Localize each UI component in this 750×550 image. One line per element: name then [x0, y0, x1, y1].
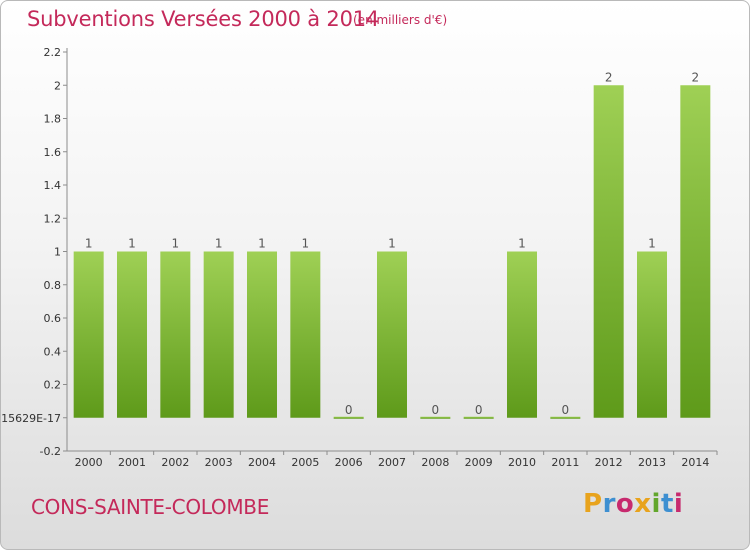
proxiti-logo[interactable]: Proxiti	[583, 489, 683, 519]
x-tick-label-2003: 2003	[205, 456, 233, 469]
bar-2004	[247, 251, 277, 418]
x-tick-label-2009: 2009	[465, 456, 493, 469]
logo-letter: r	[602, 489, 616, 519]
data-label-2013: 1	[648, 237, 656, 251]
x-tick-label-2013: 2013	[638, 456, 666, 469]
data-label-2011: 0	[562, 403, 570, 417]
y-tick-label: 2	[54, 79, 61, 92]
y-tick-label: 1.8	[44, 113, 62, 126]
data-label-2005: 1	[302, 237, 310, 251]
data-label-2008: 0	[432, 403, 440, 417]
x-tick-label-2006: 2006	[335, 456, 363, 469]
logo-letter: i	[673, 489, 684, 519]
data-label-2002: 1	[172, 237, 180, 251]
chart-subtitle: (en milliers d'€)	[353, 13, 448, 27]
data-label-2010: 1	[518, 237, 526, 251]
x-tick-label-2001: 2001	[118, 456, 146, 469]
bar-2002	[160, 251, 191, 418]
x-tick-label-2004: 2004	[248, 456, 276, 469]
x-tick-label-2000: 2000	[75, 456, 103, 469]
x-tick-label-2005: 2005	[291, 456, 319, 469]
labels-group: 1200012001120021200312004120050200612007…	[75, 70, 710, 469]
x-tick-label-2012: 2012	[595, 456, 623, 469]
bar-2012	[593, 85, 624, 418]
logo-letter: P	[583, 489, 603, 519]
logo-letter: o	[615, 489, 635, 519]
bar-2009	[463, 416, 494, 419]
data-label-2014: 2	[692, 70, 700, 84]
data-label-2009: 0	[475, 403, 483, 417]
logo-letter: t	[660, 489, 674, 519]
commune-name: CONS-SAINTE-COLOMBE	[31, 495, 270, 519]
x-tick-label-2011: 2011	[551, 456, 579, 469]
x-tick-label-2002: 2002	[161, 456, 189, 469]
data-label-2004: 1	[258, 237, 266, 251]
data-label-2000: 1	[85, 237, 93, 251]
bar-2008	[420, 416, 451, 419]
bar-2006	[333, 416, 364, 419]
y-tick-label: 1.4	[44, 179, 62, 192]
bar-2001	[117, 251, 147, 418]
bar-2000	[73, 251, 104, 418]
y-tick-label: 1	[54, 246, 61, 259]
logo-letter: i	[651, 489, 661, 519]
y-tick-label: 1.6	[44, 146, 62, 159]
y-tick-label: 2.2	[44, 46, 62, 59]
bar-2007	[377, 251, 407, 418]
axes: -0.2 -1.15629E-17 0.2 0.4 0.6 0.8 1 1.2 1.4 1.6 1.…	[1, 46, 718, 458]
x-tick-label-2007: 2007	[378, 456, 406, 469]
logo-letter: x	[634, 489, 652, 519]
x-tick-label-2014: 2014	[681, 456, 709, 469]
x-tick-label-2010: 2010	[508, 456, 536, 469]
bar-2010	[507, 251, 537, 418]
data-label-2003: 1	[215, 237, 223, 251]
data-label-2001: 1	[128, 237, 136, 251]
y-tick-label: 0.2	[44, 379, 62, 392]
data-label-2007: 1	[388, 237, 396, 251]
y-tick-label: 0.8	[44, 279, 62, 292]
y-tick-label: -0.2	[40, 445, 61, 458]
y-tick-label: -1.15629E-17	[1, 412, 61, 425]
y-tick-label: 0.4	[44, 345, 62, 358]
bar-2005	[290, 251, 321, 418]
bar-2013	[637, 251, 667, 418]
data-label-2006: 0	[345, 403, 353, 417]
bar-2014	[680, 85, 711, 418]
y-tick-label: 1.2	[44, 212, 62, 225]
y-tick-label: 0.6	[44, 312, 62, 325]
chart-title: Subventions Versées 2000 à 2014	[27, 7, 380, 31]
bars-group	[73, 85, 711, 419]
bar-2003	[203, 251, 234, 418]
bar-2011	[550, 416, 581, 419]
data-label-2012: 2	[605, 70, 613, 84]
x-tick-label-2008: 2008	[421, 456, 449, 469]
